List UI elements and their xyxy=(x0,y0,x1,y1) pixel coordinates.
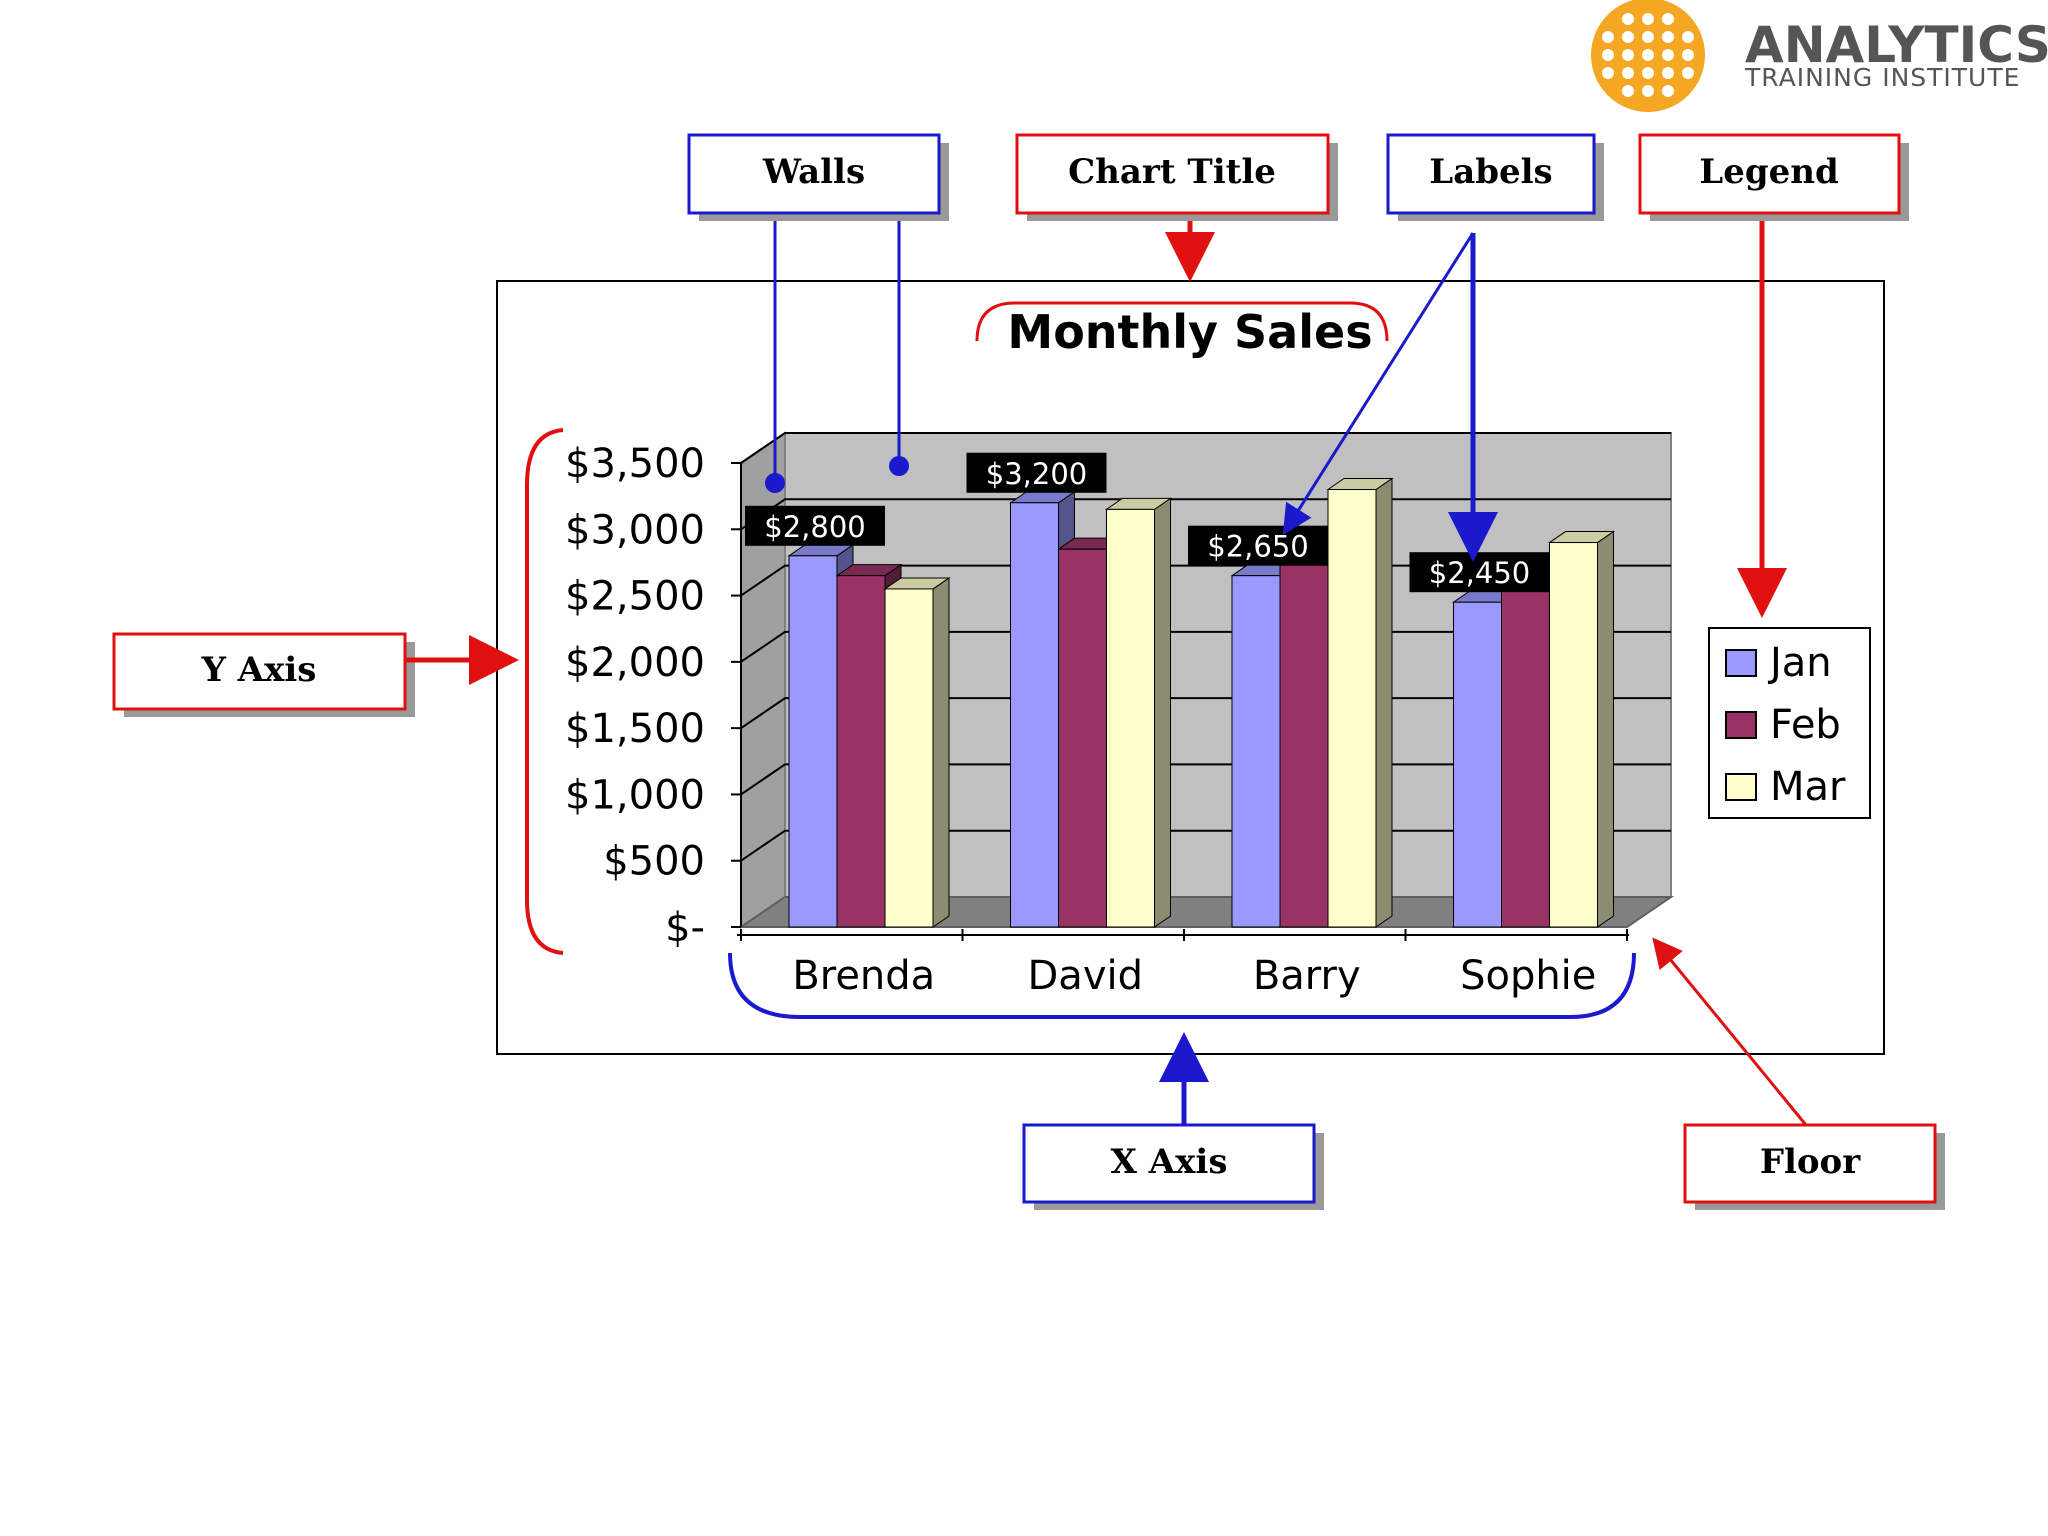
chart-plot-area: $2,800 $3,200 $2,650 $2,450 xyxy=(731,431,1675,941)
bar-sophie-mar xyxy=(1547,530,1616,928)
data-label-david: $3,200 xyxy=(966,452,1107,493)
callout-legend-label: Legend xyxy=(1699,152,1838,192)
category-label-sophie: Sophie xyxy=(1460,953,1596,999)
logo-dot xyxy=(1682,49,1694,61)
logo-dot xyxy=(1602,31,1614,43)
chart-title: Monthly Sales xyxy=(1007,305,1372,359)
callout-x-axis: X Axis xyxy=(1022,1123,1324,1210)
bar-barry-mar xyxy=(1326,477,1394,928)
labels-arrow-left xyxy=(1282,232,1475,536)
y-tick-label: $500 xyxy=(603,839,705,885)
logo-dot xyxy=(1682,67,1694,79)
data-label-sophie: $2,450 xyxy=(1409,552,1550,593)
callout-floor: Floor xyxy=(1683,1123,1945,1210)
logo-dot xyxy=(1642,13,1654,25)
gridline xyxy=(740,432,1671,464)
logo-dot xyxy=(1622,49,1634,61)
callout-y-axis-label: Y Axis xyxy=(201,650,317,690)
x-axis-bracket xyxy=(728,952,1636,1019)
logo-dot xyxy=(1602,67,1614,79)
callout-labels-label: Labels xyxy=(1429,152,1552,192)
logo-dot xyxy=(1662,67,1674,79)
legend-swatch-feb xyxy=(1725,711,1757,739)
callout-y-axis: Y Axis xyxy=(112,632,415,717)
logo-dot xyxy=(1662,85,1674,97)
data-label-text: $2,450 xyxy=(1429,556,1530,590)
y-tick-label: $1,000 xyxy=(565,772,705,818)
callout-legend: Legend xyxy=(1638,133,1909,221)
legend-swatch-jan xyxy=(1725,649,1757,677)
callout-x-axis-label: X Axis xyxy=(1111,1142,1228,1182)
chart-title-bracket xyxy=(975,301,1389,342)
walls-dot-right xyxy=(889,456,909,476)
callout-floor-label: Floor xyxy=(1760,1142,1861,1182)
data-label-text: $2,800 xyxy=(764,510,865,544)
callout-chart-title-label: Chart Title xyxy=(1068,152,1276,192)
category-label-brenda: Brenda xyxy=(792,953,935,999)
logo-dot xyxy=(1602,49,1614,61)
y-axis-tick-labels: $- $500 $1,000 $1,500 $2,000 $2,500 $3,000 $3,5… xyxy=(565,441,705,951)
y-tick-label: $2,000 xyxy=(565,640,705,686)
floor-arrow xyxy=(1652,937,1808,1126)
logo-dot xyxy=(1662,49,1674,61)
logo-dot xyxy=(1622,67,1634,79)
logo-dot xyxy=(1622,85,1634,97)
callout-walls-label: Walls xyxy=(762,152,865,192)
category-label-david: David xyxy=(1028,953,1144,999)
legend-swatch-mar xyxy=(1725,773,1757,801)
bar-brenda-mar xyxy=(883,576,951,928)
y-axis-bracket xyxy=(525,428,564,955)
data-label-brenda: $2,800 xyxy=(745,505,885,546)
logo-mark-icon xyxy=(1591,0,1705,112)
bar-david-mar xyxy=(1104,497,1173,928)
data-label-text: $2,650 xyxy=(1207,530,1308,564)
analytics-logo: ANALYTICS TRAINING INSTITUTE xyxy=(1591,0,2048,112)
callout-walls: Walls xyxy=(687,133,949,221)
legend-label-jan: Jan xyxy=(1767,640,1832,686)
x-axis-category-labels: Brenda David Barry Sophie xyxy=(792,953,1596,999)
logo-dot xyxy=(1662,31,1674,43)
callout-labels: Labels xyxy=(1386,133,1604,221)
callout-chart-title: Chart Title xyxy=(1015,133,1338,221)
logo-name: ANALYTICS xyxy=(1745,16,2048,74)
legend-label-feb: Feb xyxy=(1770,702,1841,748)
logo-dot xyxy=(1642,49,1654,61)
legend-label-mar: Mar xyxy=(1770,764,1846,810)
logo-subtitle: TRAINING INSTITUTE xyxy=(1744,63,2020,92)
data-label-text: $3,200 xyxy=(986,457,1087,491)
logo-dot xyxy=(1622,13,1634,25)
connector-lines xyxy=(405,221,1808,1126)
walls-dot-left xyxy=(765,473,785,493)
y-tick-label: $3,000 xyxy=(565,507,705,553)
y-tick-label: $- xyxy=(665,905,705,951)
legend: Jan Feb Mar xyxy=(1708,627,1871,819)
logo-dot xyxy=(1662,13,1674,25)
y-tick-label: $2,500 xyxy=(565,574,705,620)
y-tick-label: $3,500 xyxy=(565,441,705,487)
data-label-barry: $2,650 xyxy=(1188,525,1328,566)
logo-dot xyxy=(1622,31,1634,43)
category-label-barry: Barry xyxy=(1253,953,1361,999)
y-tick-label: $1,500 xyxy=(565,706,705,752)
logo-dot xyxy=(1642,67,1654,79)
logo-dot xyxy=(1642,85,1654,97)
logo-dot xyxy=(1682,31,1694,43)
logo-dot xyxy=(1642,31,1654,43)
